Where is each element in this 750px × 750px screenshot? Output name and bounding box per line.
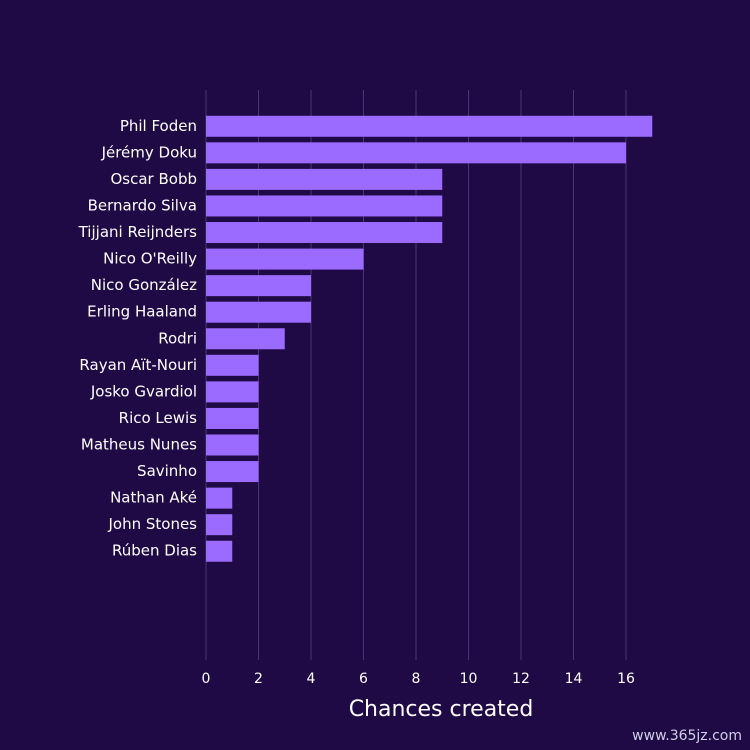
y-tick-label: Oscar Bobb [110,170,197,188]
x-tick-label: 6 [359,671,368,687]
bar [206,354,259,376]
y-tick-label: Phil Foden [120,117,197,135]
y-tick-label: Rodri [158,329,197,347]
bar [206,301,311,323]
x-tick-label: 2 [254,671,263,687]
x-tick-label: 16 [617,671,635,687]
x-tick-label: 12 [512,671,530,687]
bar [206,328,285,350]
y-tick-label: Tijjani Reijnders [78,223,198,241]
y-tick-label: Nico O'Reilly [103,250,197,268]
y-tick-label: John Stones [107,515,197,533]
bar [206,168,443,190]
y-tick-label: Nico González [91,276,197,294]
bar [206,381,259,403]
bar [206,461,259,483]
y-tick-label: Bernardo Silva [88,196,197,214]
x-tick-label: 8 [412,671,421,687]
x-tick-label: 0 [202,671,211,687]
y-tick-label: Erling Haaland [87,303,197,321]
bar [206,248,364,270]
bar [206,222,443,244]
x-tick-label: 4 [307,671,316,687]
watermark: www.365jz.com [632,728,742,744]
y-tick-label: Savinho [137,462,197,480]
bar [206,195,443,217]
y-tick-label: Matheus Nunes [81,436,197,454]
y-tick-label: Nathan Aké [110,489,197,507]
bar [206,487,233,509]
x-tick-label: 14 [565,671,583,687]
y-tick-label: Rúben Dias [112,542,197,560]
y-tick-label: Rayan Aït-Nouri [79,356,197,374]
bar [206,540,233,562]
y-tick-label: Josko Gvardiol [90,382,197,400]
x-tick-label: 10 [460,671,478,687]
bar [206,275,311,297]
bar [206,115,653,137]
y-tick-label: Jérémy Doku [101,143,197,161]
bar [206,142,626,164]
bar [206,407,259,429]
y-tick-label: Rico Lewis [119,409,198,427]
x-axis-label: Chances created [349,697,534,722]
bar [206,434,259,456]
bar [206,514,233,536]
